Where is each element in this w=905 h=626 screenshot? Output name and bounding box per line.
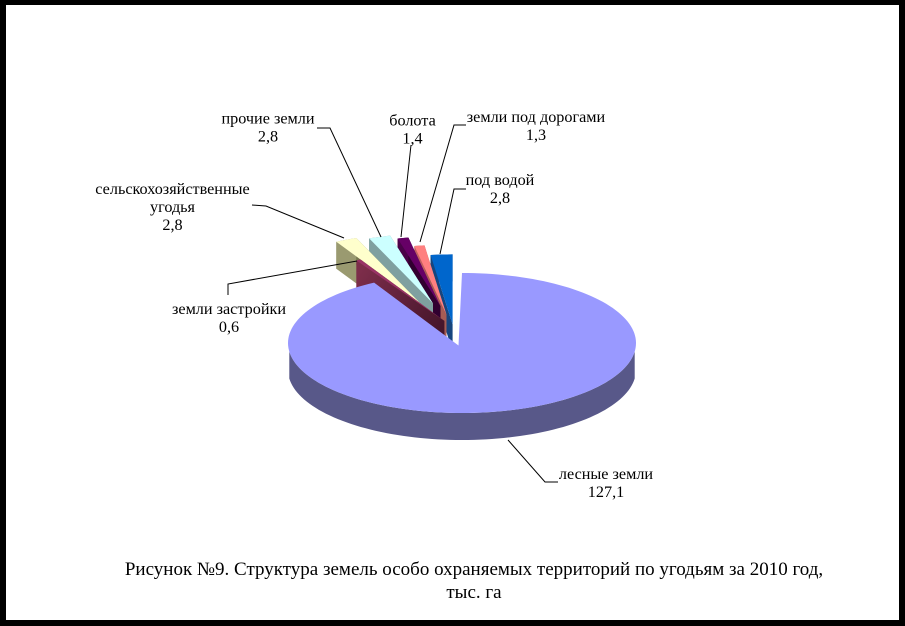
- svg-text:лесные земли: лесные земли: [559, 465, 654, 483]
- svg-text:2,8: 2,8: [162, 216, 182, 234]
- svg-text:болота: болота: [389, 112, 436, 130]
- svg-text:тыс. га: тыс. га: [446, 582, 502, 603]
- svg-text:0,6: 0,6: [219, 318, 239, 336]
- svg-text:земли застройки: земли застройки: [172, 300, 286, 318]
- svg-text:под водой: под водой: [466, 171, 535, 189]
- svg-text:Рисунок №9. Структура земель о: Рисунок №9. Структура земель особо охран…: [125, 559, 823, 580]
- svg-text:1,3: 1,3: [526, 126, 546, 144]
- svg-text:прочие земли: прочие земли: [221, 110, 314, 128]
- svg-text:угодья: угодья: [150, 198, 196, 216]
- svg-text:2,8: 2,8: [490, 189, 510, 207]
- svg-text:127,1: 127,1: [588, 483, 624, 501]
- svg-text:земли под дорогами: земли под дорогами: [467, 108, 606, 126]
- svg-text:2,8: 2,8: [258, 128, 278, 146]
- svg-text:сельскохозяйственные: сельскохозяйственные: [95, 180, 249, 198]
- svg-text:1,4: 1,4: [402, 130, 422, 148]
